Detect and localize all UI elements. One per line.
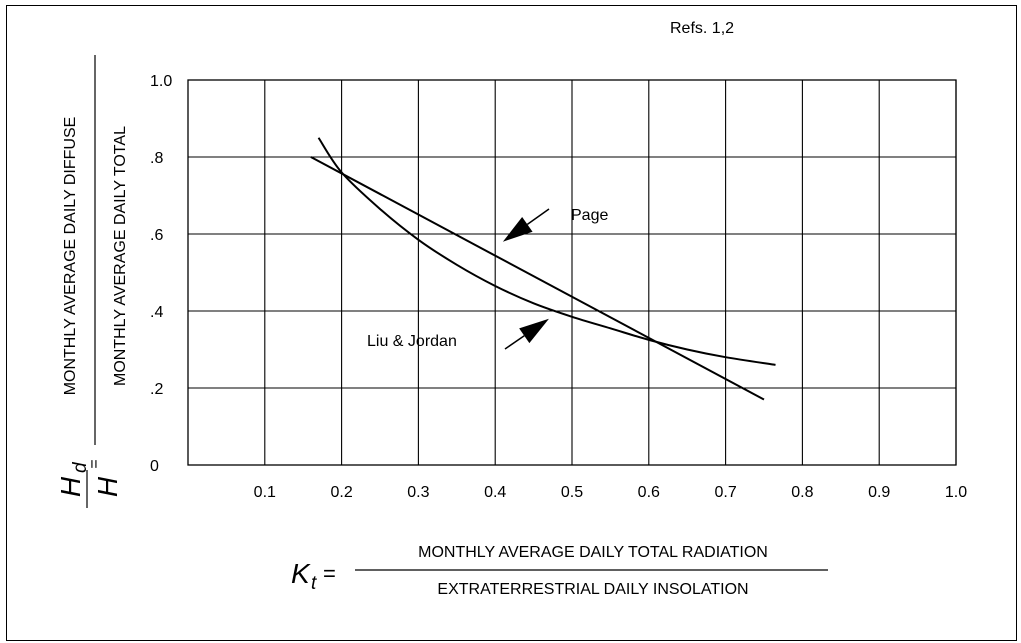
y-label-equals: = — [86, 459, 103, 468]
x-tick-label: 0.5 — [561, 484, 583, 501]
series-line-liu-jordan — [317, 137, 776, 366]
figure-frame — [6, 5, 1017, 641]
x-tick-label: 0.1 — [254, 484, 276, 501]
x-tick-labels: 0.1 0.2 0.3 0.4 0.5 0.6 0.7 0.8 0.9 1.0 — [254, 484, 968, 501]
y-label-denominator: MONTHLY AVERAGE DAILY TOTAL — [112, 126, 129, 386]
y-tick-label: 1.0 — [150, 73, 172, 90]
annotation-arrow-head — [502, 217, 533, 242]
y-label-numerator: MONTHLY AVERAGE DAILY DIFFUSE — [62, 117, 79, 396]
series-layer — [310, 137, 776, 401]
x-label-symbol-subscript: t — [311, 573, 317, 594]
y-tick-label: 0 — [150, 458, 159, 475]
x-axis-label: K t = MONTHLY AVERAGE DAILY TOTAL RADIAT… — [291, 544, 828, 598]
x-tick-label: 0.3 — [407, 484, 429, 501]
x-label-denominator: EXTRATERRESTRIAL DAILY INSOLATION — [437, 581, 748, 598]
x-tick-label: 0.4 — [484, 484, 506, 501]
x-tick-label: 0.7 — [714, 484, 736, 501]
y-tick-label: .2 — [150, 381, 163, 398]
x-tick-label: 0.2 — [330, 484, 352, 501]
x-label-symbol: K — [291, 558, 311, 589]
annotations: Page Liu & Jordan — [367, 207, 608, 350]
x-label-equals: = — [323, 561, 336, 586]
y-label-symbol: H — [55, 476, 86, 497]
x-label-numerator: MONTHLY AVERAGE DAILY TOTAL RADIATION — [418, 544, 768, 561]
refs-label: Refs. 1,2 — [670, 20, 734, 37]
annotation-arrow-shaft — [526, 208, 550, 225]
y-tick-label: .6 — [150, 227, 163, 244]
y-tick-label: .8 — [150, 150, 163, 167]
y-tick-label: .4 — [150, 304, 163, 321]
annotation-arrow-head — [519, 318, 549, 344]
y-axis-label: MONTHLY AVERAGE DAILY DIFFUSE MONTHLY AV… — [55, 55, 129, 508]
y-tick-labels: 0 .2 .4 .6 .8 1.0 — [150, 73, 172, 475]
y-label-symbol-subscript: d — [70, 461, 91, 473]
series-line-page — [310, 156, 765, 401]
x-tick-label: 1.0 — [945, 484, 967, 501]
annotation-label-liu-jordan: Liu & Jordan — [367, 333, 457, 350]
x-tick-label: 0.9 — [868, 484, 890, 501]
annotation-label-page: Page — [571, 207, 608, 224]
annotation-arrow-shaft — [504, 335, 525, 350]
x-tick-label: 0.8 — [791, 484, 813, 501]
y-label-denominator-symbol: H — [92, 476, 123, 497]
x-tick-label: 0.6 — [638, 484, 660, 501]
grid — [187, 79, 957, 466]
